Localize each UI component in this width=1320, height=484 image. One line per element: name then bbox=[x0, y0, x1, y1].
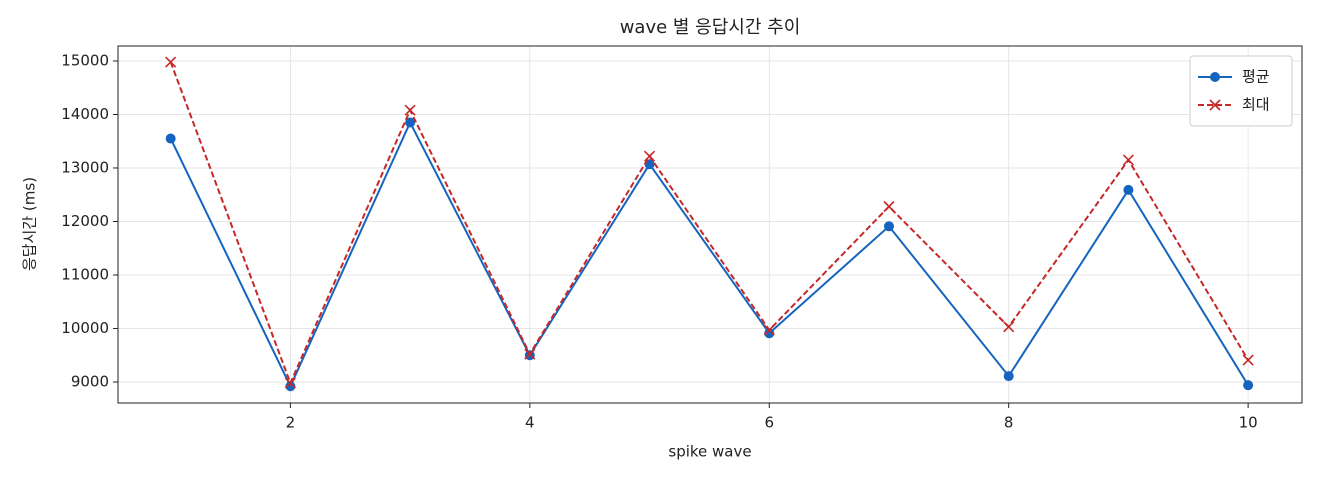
x-axis-label: spike wave bbox=[668, 443, 751, 461]
marker bbox=[165, 133, 176, 144]
legend-label: 평균 bbox=[1242, 68, 1270, 86]
legend-box bbox=[1189, 55, 1293, 127]
x-tick-label: 2 bbox=[286, 414, 296, 432]
y-tick-label: 12000 bbox=[61, 212, 109, 230]
marker bbox=[1243, 380, 1254, 391]
legend-marker bbox=[1210, 72, 1220, 82]
marker bbox=[764, 328, 775, 339]
y-tick-label: 13000 bbox=[61, 158, 109, 176]
marker bbox=[524, 348, 536, 360]
x-tick-label: 4 bbox=[525, 414, 535, 432]
y-tick-label: 15000 bbox=[61, 51, 109, 69]
marker bbox=[1123, 184, 1134, 195]
marker bbox=[1003, 321, 1015, 333]
marker bbox=[883, 200, 895, 213]
y-tick-label: 14000 bbox=[61, 105, 109, 123]
marker bbox=[883, 221, 894, 232]
legend-marker bbox=[1209, 99, 1221, 111]
chart-title: wave 별 응답시간 추이 bbox=[620, 17, 801, 38]
marker bbox=[405, 117, 416, 128]
marker bbox=[763, 324, 775, 336]
marker bbox=[284, 377, 296, 389]
plot-frame bbox=[117, 45, 1303, 404]
marker bbox=[165, 56, 177, 68]
y-tick-label: 9000 bbox=[71, 372, 109, 390]
legend-label: 최대 bbox=[1242, 96, 1270, 114]
marker bbox=[285, 381, 296, 392]
y-tick-label: 11000 bbox=[61, 265, 109, 283]
x-tick-label: 8 bbox=[1004, 414, 1014, 432]
x-tick-label: 6 bbox=[764, 414, 774, 432]
x-tick-label: 10 bbox=[1239, 414, 1258, 432]
marker bbox=[1003, 371, 1014, 382]
marker bbox=[404, 104, 416, 116]
series-line bbox=[169, 120, 1249, 389]
marker bbox=[1242, 354, 1254, 366]
series-line bbox=[169, 61, 1249, 386]
marker bbox=[1122, 154, 1134, 166]
y-tick-label: 10000 bbox=[61, 319, 109, 337]
y-axis-label: 응답시간 (ms) bbox=[21, 177, 39, 271]
marker bbox=[643, 150, 656, 162]
